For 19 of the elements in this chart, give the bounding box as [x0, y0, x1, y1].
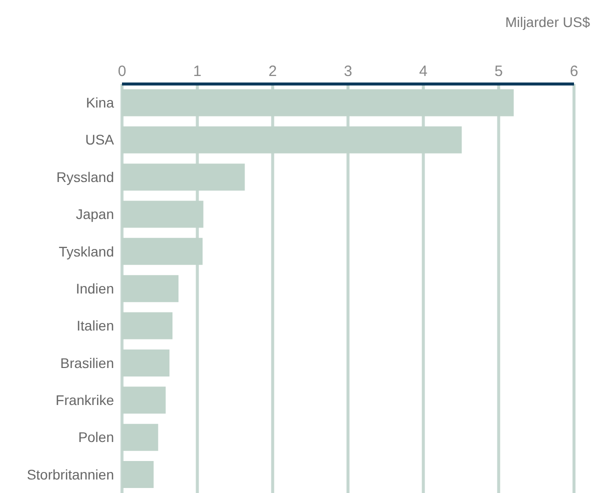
- x-tick-label: 6: [570, 63, 578, 80]
- x-tick-label: 1: [193, 63, 202, 80]
- y-tick-label: Indien: [76, 280, 114, 296]
- y-tick-label: Polen: [78, 429, 114, 446]
- y-tick-label: Kina: [86, 94, 114, 111]
- x-axis-title: Miljarder US$: [505, 14, 590, 30]
- y-tick-label: Italien: [76, 318, 114, 334]
- y-tick-label: Japan: [76, 206, 114, 222]
- y-tick-label: Storbritannien: [26, 466, 114, 482]
- y-tick-label: Ryssland: [56, 168, 114, 185]
- y-tick-label: Frankrike: [56, 392, 114, 408]
- y-tick-label: Brasilien: [60, 354, 114, 371]
- x-tick-label: 3: [344, 63, 352, 80]
- x-tick-label: 2: [268, 63, 277, 80]
- x-tick-label: 4: [419, 63, 428, 80]
- y-tick-label: USA: [85, 132, 115, 148]
- x-tick-label: 0: [118, 63, 126, 80]
- x-tick-label: 5: [494, 63, 503, 80]
- y-tick-label: Tyskland: [58, 243, 114, 260]
